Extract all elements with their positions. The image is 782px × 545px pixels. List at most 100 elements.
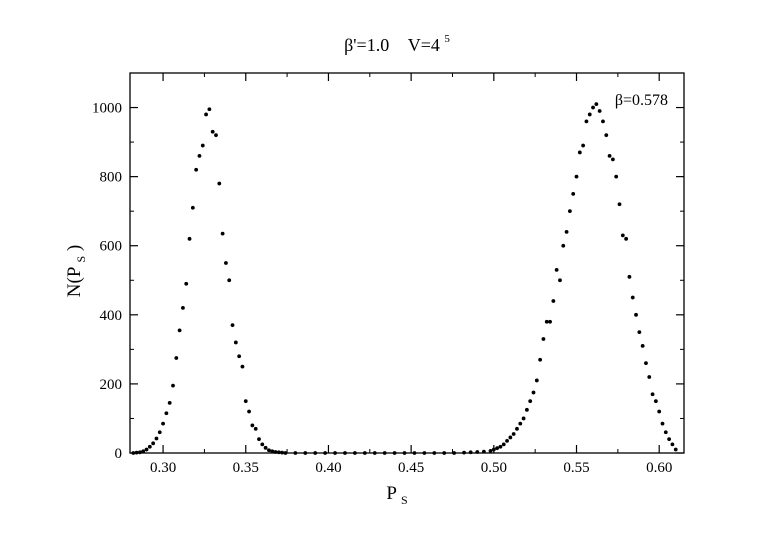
x-axis-label: P S (386, 483, 407, 507)
data-point (224, 261, 228, 265)
data-point (653, 399, 658, 404)
data-point (630, 295, 635, 300)
data-point (495, 446, 500, 451)
data-point (422, 451, 427, 455)
data-point (177, 328, 182, 333)
data-point (253, 426, 258, 431)
data-point (313, 451, 318, 455)
data-point (462, 450, 466, 455)
data-point (200, 143, 205, 148)
y-axis-label-sub: S (74, 256, 88, 263)
data-point (276, 450, 281, 455)
title-beta-prime: β'=1.0 (344, 35, 389, 55)
data-point (604, 133, 609, 138)
data-point (657, 409, 662, 414)
data-point (194, 167, 199, 172)
data-point (214, 133, 218, 138)
data-point (561, 243, 566, 248)
data-point (402, 451, 407, 455)
axis-tick-labels: 0.30 0.35 0.40 0.45 0.50 0.55 0.60 0 200 400 600 80… (92, 101, 672, 476)
data-point (167, 401, 172, 405)
data-point (673, 447, 678, 452)
data-point (614, 174, 619, 179)
data-point (594, 102, 599, 106)
data-point (210, 129, 215, 134)
data-point (491, 447, 496, 452)
x-tick-label: 0.40 (315, 460, 341, 476)
data-point (263, 445, 268, 450)
data-point (372, 451, 377, 455)
data-point (134, 450, 139, 455)
x-tick-label: 0.60 (646, 460, 672, 476)
data-point (362, 451, 367, 455)
y-tick-label: 0 (115, 446, 123, 462)
data-point (260, 442, 265, 447)
axis-ticks (130, 73, 684, 454)
data-point (634, 312, 638, 317)
x-tick-label: 0.45 (398, 460, 424, 476)
data-point (601, 119, 605, 124)
data-point (670, 442, 675, 447)
title-volume-exponent: 5 (444, 33, 450, 45)
data-point (627, 274, 632, 279)
data-point (230, 323, 235, 328)
data-point (647, 375, 652, 379)
data-point (554, 268, 559, 272)
data-point (640, 344, 645, 348)
data-point (343, 451, 347, 455)
data-point (181, 306, 185, 310)
data-point (323, 451, 328, 455)
plot-frame (129, 72, 685, 454)
data-point (564, 230, 569, 234)
x-tick-label: 0.50 (481, 460, 507, 476)
data-point (220, 231, 225, 236)
data-point (475, 450, 480, 454)
data-point (574, 174, 579, 179)
data-point (524, 407, 529, 412)
data-point (571, 192, 576, 196)
data-point (174, 356, 179, 360)
data-point (567, 209, 572, 214)
data-point (488, 449, 493, 453)
data-point (498, 444, 503, 449)
data-point (412, 451, 417, 455)
data-point (333, 451, 337, 455)
data-point (508, 435, 513, 440)
data-point (511, 432, 516, 436)
data-point (280, 450, 285, 455)
data-point (650, 392, 655, 397)
data-point (187, 236, 192, 241)
data-point (161, 421, 165, 426)
data-point (293, 451, 298, 455)
data-point (558, 278, 562, 283)
data-point (432, 451, 437, 455)
x-tick-label: 0.55 (563, 460, 589, 476)
data-point (452, 451, 457, 455)
data-point (233, 340, 238, 345)
data-point (257, 437, 261, 442)
data-point (581, 143, 586, 148)
data-point (157, 430, 162, 435)
data-point (541, 337, 546, 341)
data-point (548, 319, 552, 324)
data-point (442, 451, 447, 455)
data-point (267, 448, 271, 453)
data-point (270, 449, 275, 454)
data-point (353, 451, 357, 455)
y-tick-label: 400 (100, 308, 123, 324)
y-tick-label: 200 (100, 377, 123, 393)
data-point (131, 451, 136, 455)
title-volume-base: V=4 (408, 35, 440, 55)
data-point (660, 421, 665, 426)
data-point (501, 442, 506, 447)
data-point (382, 451, 387, 455)
chart-title: β'=1.0 V=4 5 (344, 33, 450, 55)
data-point (240, 364, 245, 369)
data-point (637, 330, 642, 334)
data-point (597, 109, 602, 113)
data-point (138, 450, 142, 455)
x-axis-label-main: P (386, 483, 396, 504)
data-point (303, 451, 308, 455)
data-point (217, 181, 222, 186)
data-point (584, 119, 589, 124)
